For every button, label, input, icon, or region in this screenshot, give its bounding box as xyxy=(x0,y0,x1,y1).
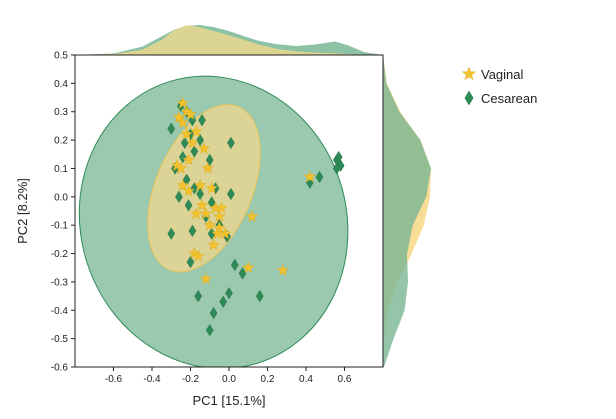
point-cesarean xyxy=(255,289,264,303)
point-cesarean xyxy=(332,162,341,175)
legend-label-cesarean: Cesarean xyxy=(481,91,537,106)
point-cesarean xyxy=(219,295,228,308)
point-vaginal xyxy=(191,249,205,262)
point-vaginal xyxy=(174,161,188,174)
y-tick-label: 0.4 xyxy=(54,79,68,90)
point-vaginal xyxy=(190,125,203,137)
y-tick-label: 0.1 xyxy=(54,164,68,175)
x-tick-label: -0.6 xyxy=(105,374,123,385)
y-axis-label: PC2 [8.2%] xyxy=(15,178,30,244)
point-vaginal xyxy=(211,227,224,240)
point-vaginal xyxy=(176,116,190,129)
point-vaginal xyxy=(180,127,193,140)
point-cesarean xyxy=(184,199,193,212)
top-density-vaginal xyxy=(75,25,383,55)
point-cesarean xyxy=(207,196,216,209)
point-vaginal xyxy=(213,210,226,222)
legend-label-vaginal: Vaginal xyxy=(481,67,524,82)
x-tick-label: -0.4 xyxy=(143,374,161,385)
point-vaginal xyxy=(215,201,228,214)
point-vaginal xyxy=(245,210,259,222)
point-cesarean xyxy=(186,255,195,269)
scatter-points xyxy=(167,96,345,337)
point-cesarean xyxy=(227,136,235,150)
point-vaginal xyxy=(203,218,217,231)
x-tick-label: 0.6 xyxy=(338,374,352,385)
point-vaginal xyxy=(176,96,190,109)
point-cesarean xyxy=(196,133,204,147)
point-vaginal xyxy=(207,238,220,251)
x-tick-label: 0.2 xyxy=(261,374,275,385)
point-vaginal xyxy=(303,170,317,183)
point-vaginal xyxy=(199,272,213,285)
y-tick-label: 0.2 xyxy=(54,136,68,147)
right-marginal-density xyxy=(383,55,431,367)
y-tick-label: 0.0 xyxy=(54,192,68,203)
point-vaginal xyxy=(201,161,215,174)
point-cesarean xyxy=(190,145,199,158)
y-tick-label: -0.4 xyxy=(51,306,69,317)
legend-cesarean-diamond-icon xyxy=(464,90,474,106)
y-tick-label: -0.3 xyxy=(51,277,69,288)
point-vaginal xyxy=(193,178,207,191)
y-tick-label: -0.2 xyxy=(51,249,69,260)
point-vaginal xyxy=(184,107,197,120)
point-cesarean xyxy=(175,190,183,203)
point-vaginal xyxy=(182,153,195,166)
point-vaginal xyxy=(190,207,203,220)
point-vaginal xyxy=(197,142,211,154)
point-vaginal xyxy=(276,263,290,276)
point-cesarean xyxy=(188,224,197,238)
point-vaginal xyxy=(182,184,195,197)
y-tick-label: -0.5 xyxy=(51,334,69,345)
point-cesarean xyxy=(225,287,233,300)
point-vaginal xyxy=(205,181,218,194)
y-tick-label: -0.6 xyxy=(51,363,69,374)
point-vaginal xyxy=(176,178,190,191)
point-cesarean xyxy=(230,258,239,272)
right-density-cesarean xyxy=(383,55,431,367)
x-axis-label: PC1 [15.1%] xyxy=(193,393,266,408)
y-tick-label: -0.1 xyxy=(51,221,69,232)
point-cesarean xyxy=(198,114,206,127)
point-vaginal xyxy=(241,261,255,274)
point-cesarean xyxy=(178,150,187,164)
legend: Vaginal Cesarean xyxy=(461,66,537,106)
legend-vaginal-star-icon xyxy=(461,66,477,81)
top-marginal-density xyxy=(75,25,383,55)
x-tick-label: 0.0 xyxy=(222,374,236,385)
point-cesarean xyxy=(209,306,218,320)
point-cesarean xyxy=(315,170,324,184)
point-cesarean xyxy=(190,182,199,195)
point-cesarean xyxy=(182,173,191,186)
point-cesarean xyxy=(194,289,203,303)
x-tick-label: 0.4 xyxy=(299,374,313,385)
x-axis: -0.6 -0.4 -0.2 0.0 0.2 0.4 0.6 xyxy=(105,367,352,385)
point-vaginal xyxy=(195,198,209,211)
point-vaginal xyxy=(186,136,199,149)
point-cesarean xyxy=(227,187,235,201)
point-cesarean xyxy=(167,227,176,240)
y-tick-label: 0.5 xyxy=(54,51,68,62)
point-vaginal xyxy=(172,110,186,123)
y-tick-label: 0.3 xyxy=(54,107,68,118)
point-cesarean xyxy=(167,122,176,135)
point-cesarean xyxy=(196,187,204,201)
point-cesarean xyxy=(205,323,214,337)
point-cesarean xyxy=(188,114,197,127)
x-tick-label: -0.2 xyxy=(182,374,200,385)
y-axis: 0.5 0.4 0.3 0.2 0.1 0.0 -0.1 -0.2 -0.3 -0.4 -0.5 -0… xyxy=(51,51,75,374)
point-vaginal xyxy=(213,221,226,234)
